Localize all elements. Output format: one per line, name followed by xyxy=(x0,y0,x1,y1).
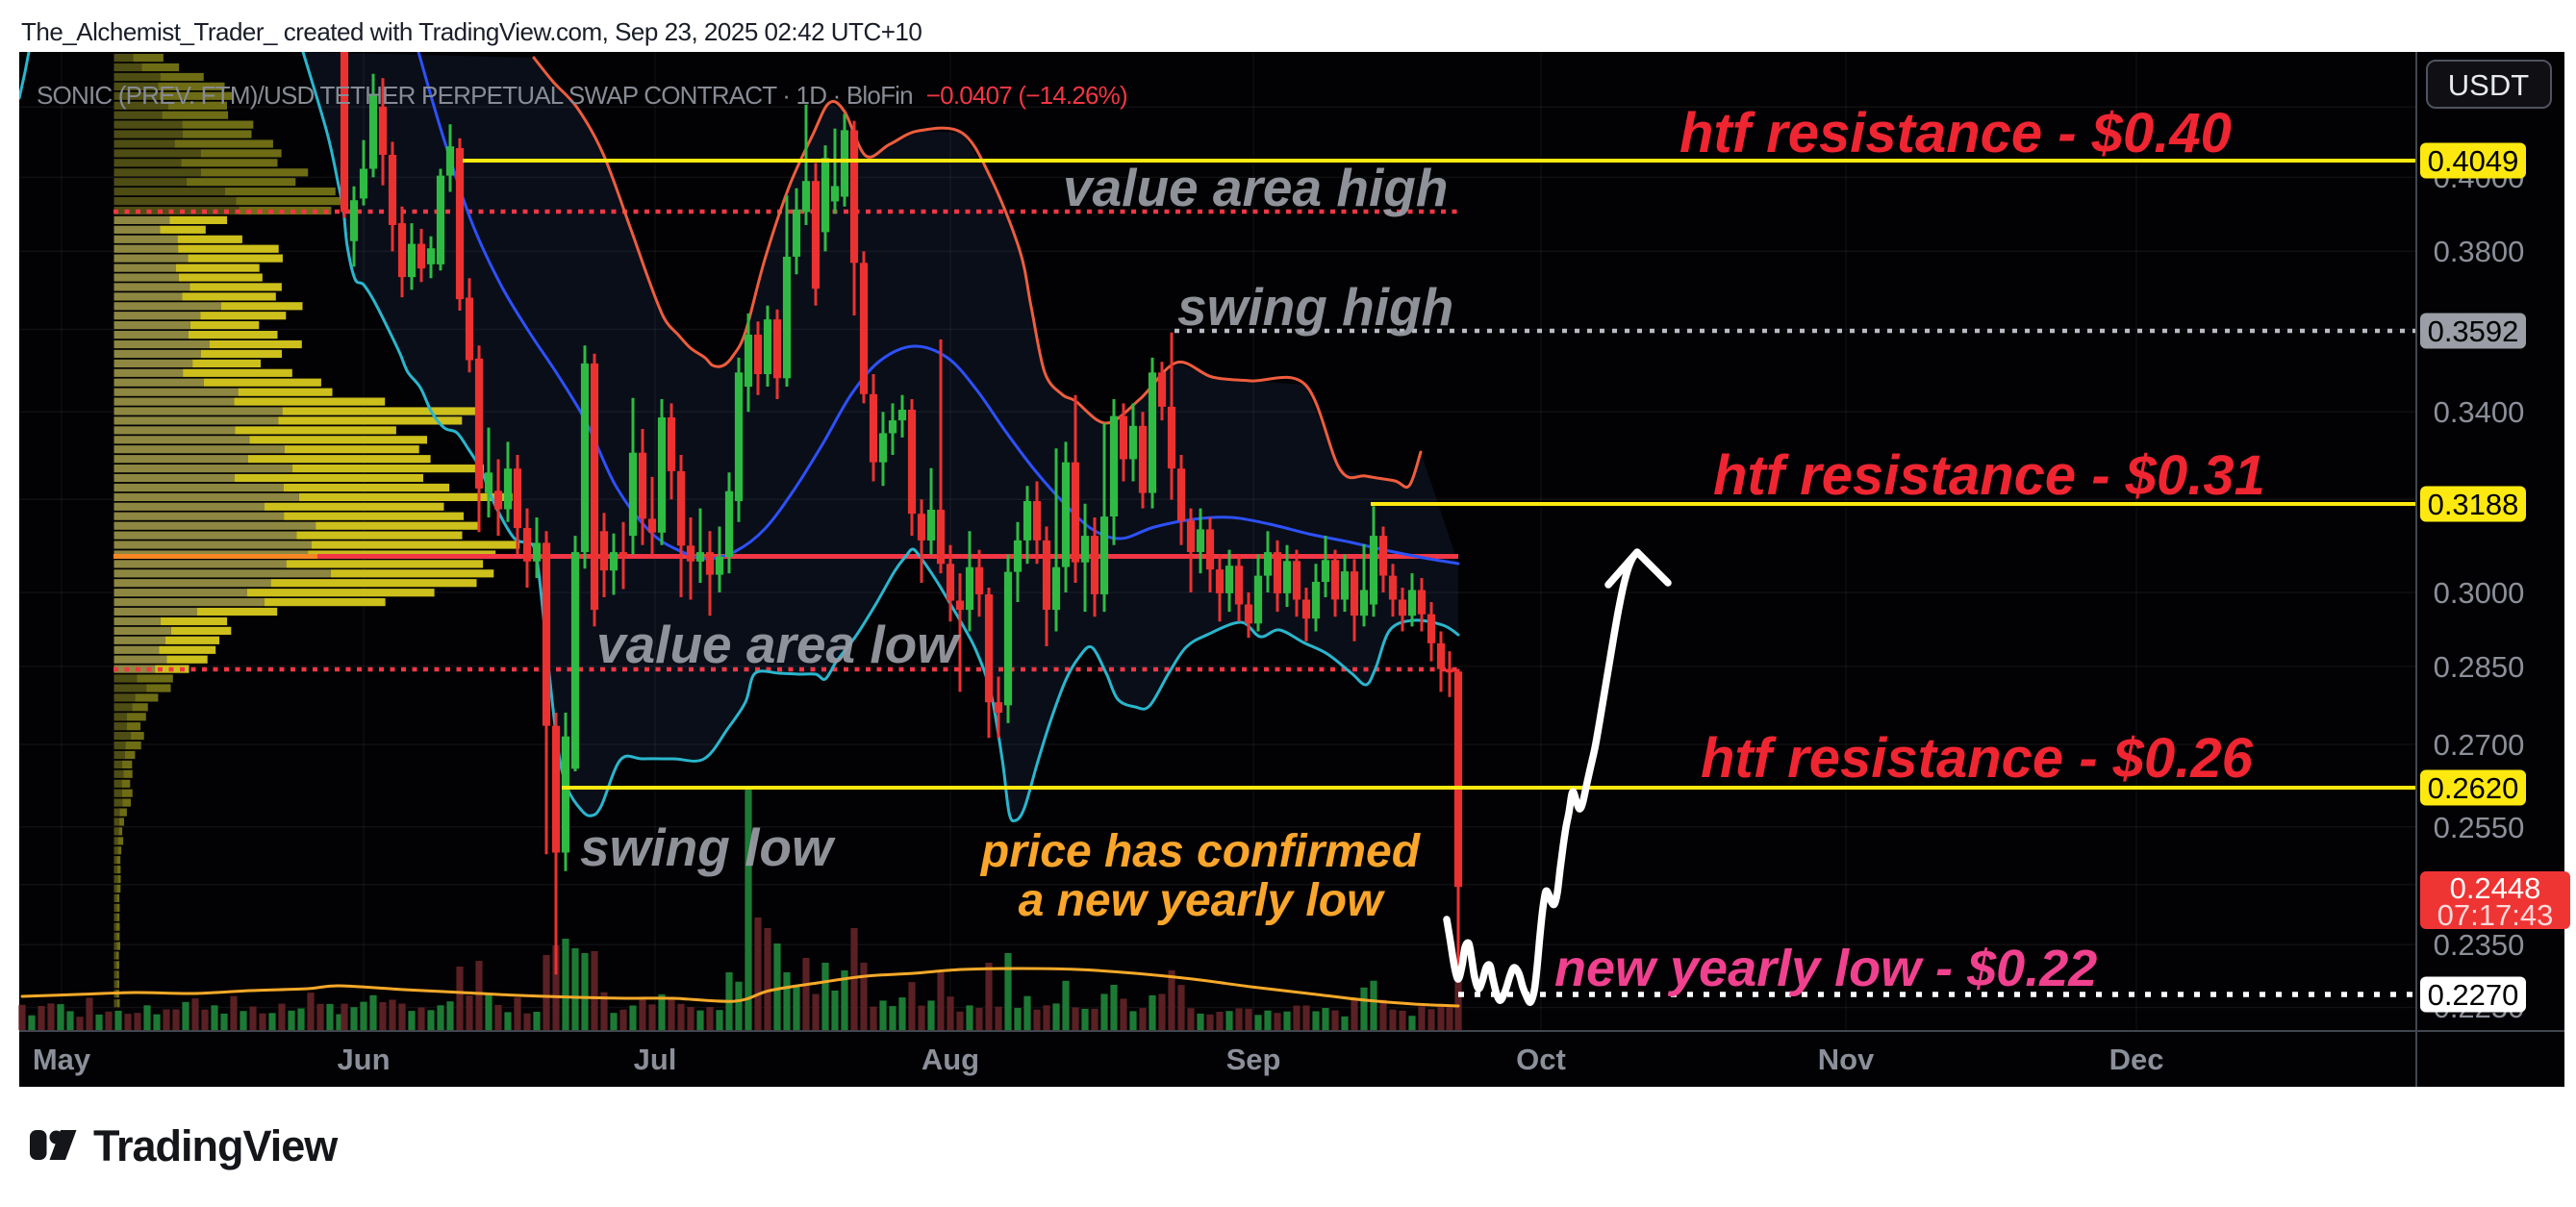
svg-text:Jul: Jul xyxy=(634,1043,677,1076)
svg-text:swing high: swing high xyxy=(1177,277,1453,337)
svg-text:0.2850: 0.2850 xyxy=(2434,650,2525,684)
svg-text:value area high: value area high xyxy=(1063,158,1448,217)
svg-text:Oct: Oct xyxy=(1516,1043,1566,1076)
svg-text:TradingView: TradingView xyxy=(93,1121,339,1170)
svg-text:0.2448: 0.2448 xyxy=(2450,871,2541,905)
svg-text:0.2270: 0.2270 xyxy=(2428,978,2519,1012)
svg-text:htf resistance - $0.40: htf resistance - $0.40 xyxy=(1679,102,2232,164)
svg-text:0.3592: 0.3592 xyxy=(2428,314,2519,348)
svg-text:Sep: Sep xyxy=(1226,1043,1281,1076)
svg-text:new yearly low - $0.22: new yearly low - $0.22 xyxy=(1554,940,2097,997)
svg-text:USDT: USDT xyxy=(2448,68,2529,102)
svg-text:htf resistance - $0.31: htf resistance - $0.31 xyxy=(1713,444,2265,507)
svg-text:0.4049: 0.4049 xyxy=(2428,144,2519,178)
svg-text:Dec: Dec xyxy=(2109,1043,2164,1076)
svg-text:a new yearly low: a new yearly low xyxy=(1019,875,1386,926)
svg-text:value area low: value area low xyxy=(596,615,961,674)
svg-text:0.2700: 0.2700 xyxy=(2434,728,2525,762)
svg-text:07:17:43: 07:17:43 xyxy=(2437,898,2554,932)
svg-text:SONIC (PREV. FTM)/USD TETHER P: SONIC (PREV. FTM)/USD TETHER PERPETUAL S… xyxy=(37,81,1127,110)
svg-text:May: May xyxy=(33,1043,91,1076)
svg-text:0.3800: 0.3800 xyxy=(2434,235,2525,268)
svg-text:Aug: Aug xyxy=(922,1043,979,1076)
svg-text:0.2350: 0.2350 xyxy=(2434,928,2525,962)
svg-text:0.3188: 0.3188 xyxy=(2428,488,2519,521)
svg-text:Jun: Jun xyxy=(337,1043,390,1076)
svg-text:price has confirmed: price has confirmed xyxy=(979,826,1422,877)
svg-text:The_Alchemist_Trader_ created: The_Alchemist_Trader_ created with Tradi… xyxy=(21,17,922,46)
svg-text:0.2620: 0.2620 xyxy=(2428,771,2519,805)
svg-text:0.3000: 0.3000 xyxy=(2434,576,2525,610)
svg-text:swing low: swing low xyxy=(580,817,836,877)
svg-text:htf resistance - $0.26: htf resistance - $0.26 xyxy=(1701,727,2254,790)
svg-text:0.2550: 0.2550 xyxy=(2434,811,2525,844)
svg-text:0.3400: 0.3400 xyxy=(2434,395,2525,429)
svg-text:Nov: Nov xyxy=(1818,1043,1875,1076)
